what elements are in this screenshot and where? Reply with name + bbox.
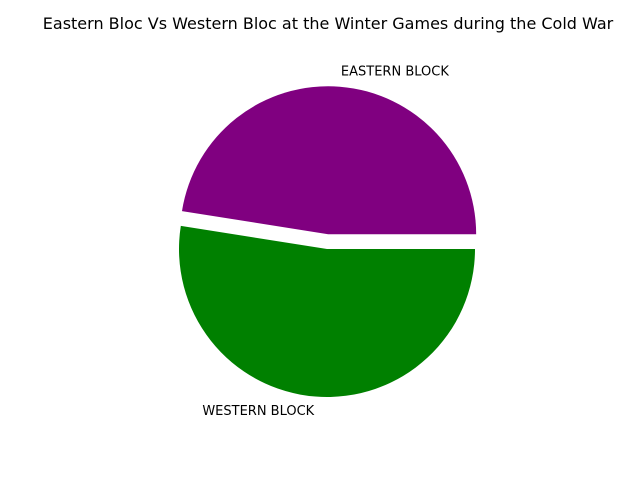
pie-label-eastern-block: EASTERN BLOCK — [341, 64, 449, 79]
pie-label-western-block: WESTERN BLOCK — [202, 404, 314, 419]
pie-slice-eastern-block — [181, 86, 477, 235]
pie-slice-western-block — [179, 225, 476, 397]
chart-title: Eastern Bloc Vs Western Bloc at the Wint… — [42, 14, 614, 33]
pie-labels: EASTERN BLOCK WESTERN BLOCK — [202, 64, 449, 418]
pie-slices — [179, 86, 477, 397]
